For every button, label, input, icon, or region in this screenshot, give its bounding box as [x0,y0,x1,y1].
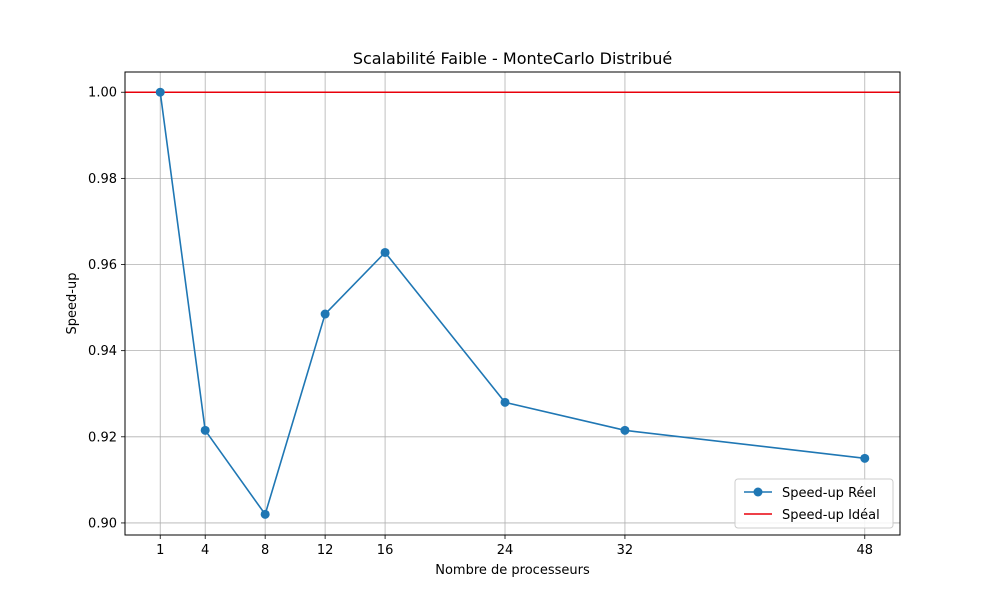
y-axis-ticks: 0.90 0.92 0.94 0.96 0.98 1.00 [88,86,125,531]
y-tick-label: 1.00 [88,86,117,101]
data-point [380,247,390,257]
y-tick-label: 0.90 [88,516,117,531]
x-tick-label: 32 [617,543,634,558]
data-point [860,453,870,463]
x-tick-label: 12 [317,543,334,558]
series-layer [155,87,870,519]
data-point [620,425,630,435]
legend-label-real: Speed-up Réel [782,486,876,501]
x-axis-label: Nombre de processeurs [435,563,590,578]
y-tick-label: 0.94 [88,344,117,359]
data-point [200,425,210,435]
grid-layer [125,72,900,535]
x-tick-label: 48 [856,543,873,558]
data-point [260,509,270,519]
y-tick-label: 0.96 [88,258,117,273]
data-point [320,309,330,319]
x-tick-label: 1 [156,543,164,558]
legend-marker-real [753,487,763,497]
x-tick-label: 16 [377,543,394,558]
y-tick-label: 0.92 [88,430,117,445]
chart-title: Scalabilité Faible - MonteCarlo Distribu… [353,49,672,68]
y-axis-label: Speed-up [65,273,80,335]
data-point [500,397,510,407]
legend-box [734,478,894,529]
x-axis-ticks: 1 4 8 12 16 24 32 48 [156,535,873,558]
x-tick-label: 4 [201,543,209,558]
data-point [155,87,165,97]
legend-label-ideal: Speed-up Idéal [782,508,880,523]
plot-frame [124,71,901,536]
y-tick-label: 0.98 [88,172,117,187]
legend: Speed-up Réel Speed-up Idéal [734,478,894,529]
x-tick-label: 24 [497,543,514,558]
x-tick-label: 8 [261,543,269,558]
speedup-real-line [159,92,865,516]
